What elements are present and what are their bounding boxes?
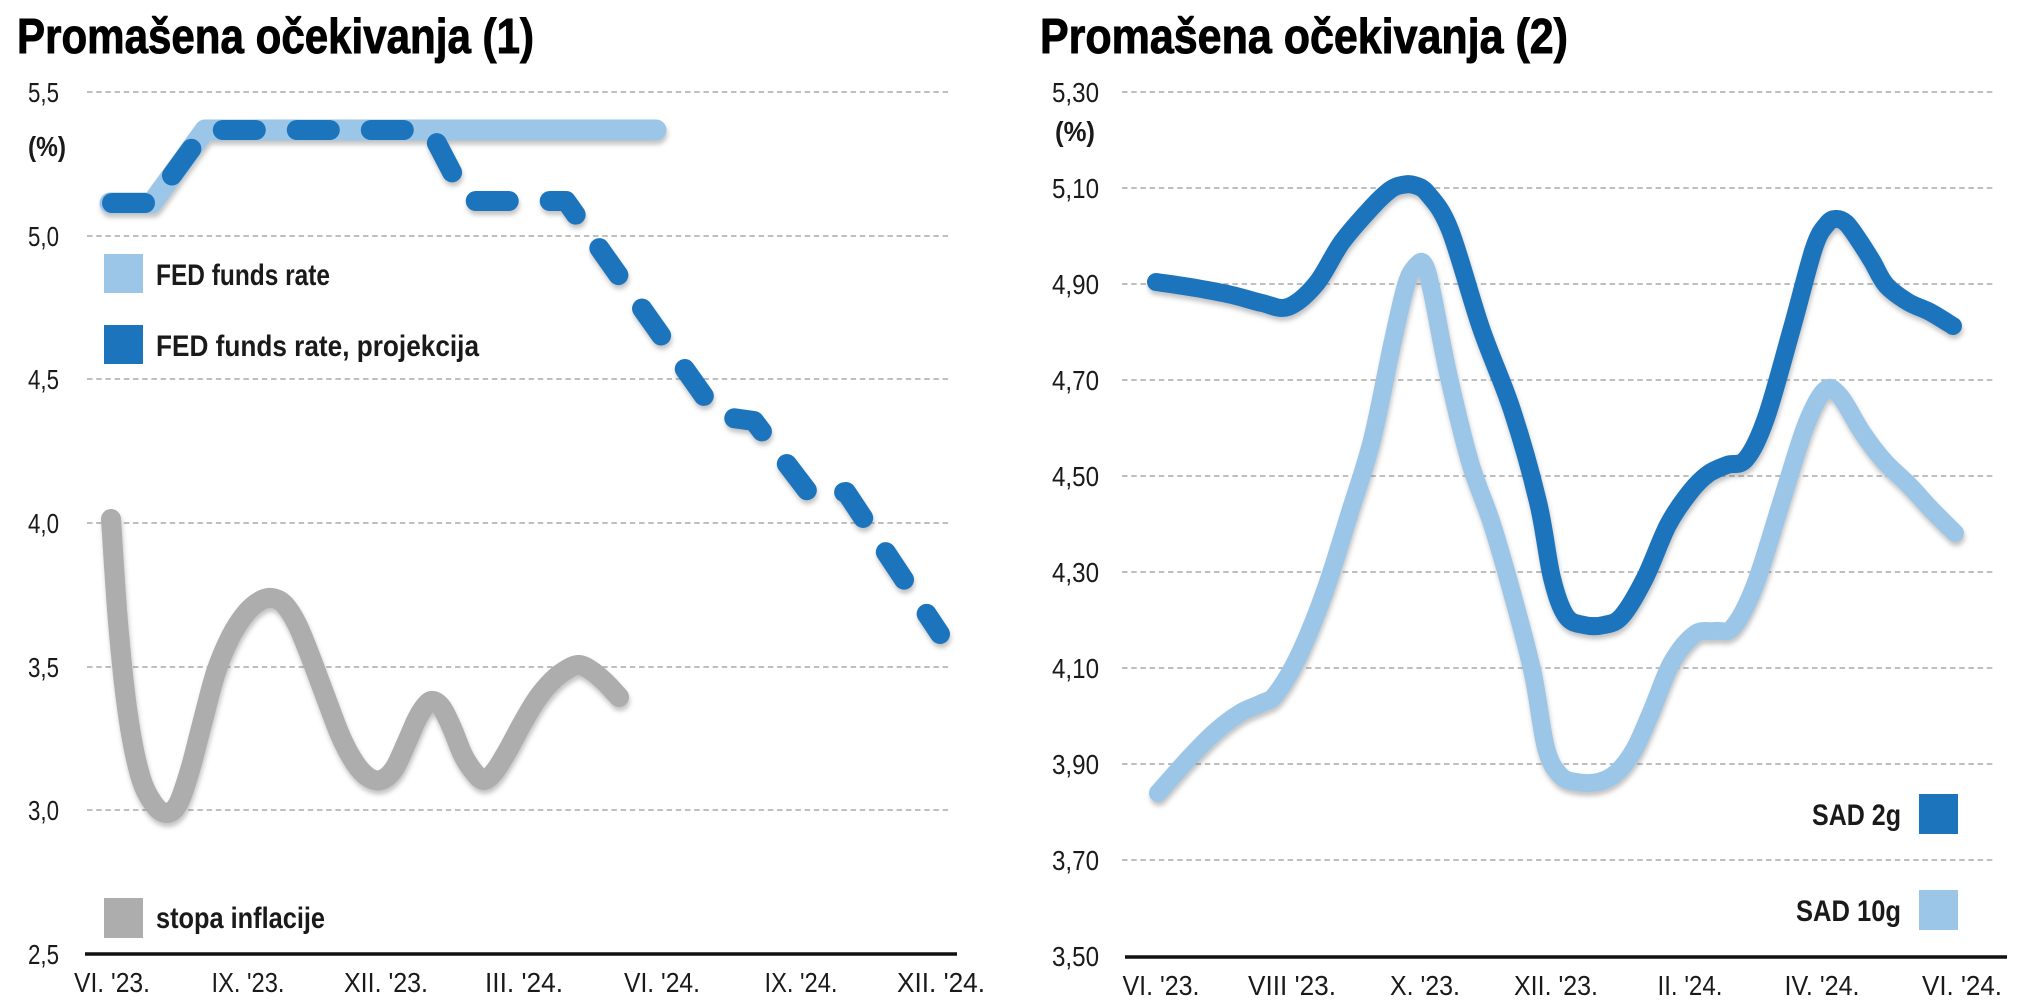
svg-text:3,90: 3,90 (1052, 749, 1099, 780)
svg-text:III. '24.: III. '24. (485, 967, 563, 998)
svg-text:Promašena očekivanja (2): Promašena očekivanja (2) (1040, 10, 1568, 64)
svg-text:IX. '24.: IX. '24. (765, 967, 838, 998)
svg-text:FED funds rate: FED funds rate (156, 259, 330, 292)
svg-text:(%): (%) (28, 131, 66, 162)
svg-text:2,5: 2,5 (28, 939, 59, 970)
svg-text:4,30: 4,30 (1052, 557, 1099, 588)
svg-text:4,5: 4,5 (28, 364, 59, 395)
svg-text:5,30: 5,30 (1052, 77, 1099, 108)
svg-text:VI. '23.: VI. '23. (74, 967, 150, 998)
svg-text:4,70: 4,70 (1052, 365, 1099, 396)
svg-text:stopa inflacije: stopa inflacije (156, 902, 325, 935)
svg-text:5,10: 5,10 (1052, 173, 1099, 204)
svg-text:3,50: 3,50 (1052, 941, 1099, 972)
svg-text:VIII '23.: VIII '23. (1248, 970, 1336, 1001)
svg-text:4,50: 4,50 (1052, 461, 1099, 492)
svg-text:XII. '24.: XII. '24. (897, 967, 985, 998)
svg-text:XII. '23.: XII. '23. (1514, 970, 1598, 1001)
svg-text:5,0: 5,0 (28, 221, 59, 252)
svg-text:II. '24.: II. '24. (1658, 970, 1723, 1001)
svg-text:Promašena očekivanja (1): Promašena očekivanja (1) (17, 10, 534, 64)
svg-text:4,0: 4,0 (28, 508, 59, 539)
svg-text:4,90: 4,90 (1052, 269, 1099, 300)
svg-text:FED funds rate, projekcija: FED funds rate, projekcija (156, 330, 479, 363)
svg-text:X. '23.: X. '23. (1390, 970, 1460, 1001)
svg-text:4,10: 4,10 (1052, 653, 1099, 684)
svg-text:XII. '23.: XII. '23. (344, 967, 428, 998)
svg-text:(%): (%) (1055, 116, 1095, 147)
svg-text:5,5: 5,5 (28, 77, 59, 108)
svg-text:SAD 10g: SAD 10g (1796, 895, 1901, 928)
svg-text:VI. '24.: VI. '24. (624, 967, 700, 998)
svg-text:IX. '23.: IX. '23. (212, 967, 285, 998)
svg-text:3,0: 3,0 (28, 795, 59, 826)
svg-text:SAD 2g: SAD 2g (1812, 799, 1901, 832)
svg-text:VI. '24.: VI. '24. (1922, 970, 2002, 1001)
svg-text:3,5: 3,5 (28, 652, 59, 683)
svg-text:3,70: 3,70 (1052, 845, 1099, 876)
svg-text:VI. '23.: VI. '23. (1123, 970, 1200, 1001)
svg-text:IV. '24.: IV. '24. (1785, 970, 1860, 1001)
